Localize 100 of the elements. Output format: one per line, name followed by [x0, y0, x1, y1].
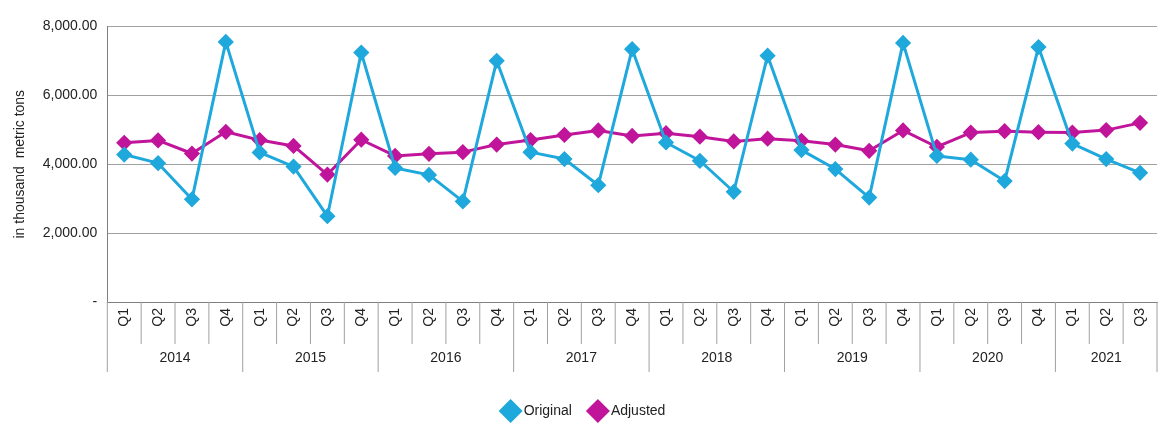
- point: [116, 147, 132, 163]
- point: [624, 41, 640, 57]
- point: [353, 45, 369, 61]
- point: [590, 122, 606, 138]
- legend-label: Original: [523, 401, 572, 418]
- point: [1030, 39, 1046, 55]
- x-tick-label: Q4: [352, 307, 369, 327]
- x-tick-label: Q1: [792, 307, 809, 327]
- point: [218, 124, 234, 140]
- y-tick-label: 4,000.00: [42, 155, 98, 172]
- point: [658, 135, 674, 150]
- point: [184, 146, 200, 162]
- x-tick-label: Q4: [623, 307, 640, 327]
- point: [963, 152, 979, 168]
- point: [827, 137, 843, 153]
- point: [624, 128, 640, 144]
- y-axis-title: in thousand metric tons: [11, 89, 28, 239]
- x-tick-label: Q2: [555, 307, 572, 327]
- text: 2021: [1090, 348, 1122, 365]
- point: [421, 146, 437, 162]
- point: [861, 190, 877, 206]
- point: [252, 144, 268, 160]
- point: [692, 153, 708, 169]
- point: [1030, 124, 1046, 140]
- point: [556, 127, 572, 143]
- point: [1132, 165, 1148, 181]
- x-tick-label: Q2: [690, 307, 707, 327]
- x-tick-label: Q3: [724, 307, 741, 327]
- point: [590, 177, 606, 193]
- x-tick-label: Q3: [453, 307, 470, 327]
- x-tick-label: Q1: [656, 307, 673, 327]
- point: [895, 122, 911, 138]
- y-tick-label: 2,000.00: [42, 223, 98, 240]
- point: [895, 35, 911, 51]
- point: [793, 142, 809, 158]
- text: 2014: [159, 348, 191, 365]
- x-tick-label: Q1: [115, 307, 132, 327]
- x-tick-label: Q1: [521, 307, 538, 327]
- x-tick-label: Q2: [419, 307, 436, 327]
- x-tick-label: Q1: [250, 307, 267, 327]
- x-tick-label: Q3: [995, 307, 1012, 327]
- x-tick-label: Q2: [284, 307, 301, 327]
- text: 2018: [701, 348, 733, 365]
- point: [997, 173, 1013, 189]
- point: [150, 155, 166, 171]
- x-tick-label: Q1: [1063, 307, 1080, 327]
- x-tick-label: Q4: [216, 307, 233, 327]
- x-tick-label: Q4: [758, 307, 775, 327]
- x-tick-label: Q4: [1029, 307, 1046, 327]
- x-tick-label: Q4: [487, 307, 504, 327]
- x-tick-label: Q3: [1130, 307, 1147, 327]
- point: [726, 133, 742, 149]
- point: [116, 135, 132, 151]
- point: [184, 191, 200, 207]
- point: [1132, 115, 1148, 131]
- x-tick-label: Q1: [927, 307, 944, 327]
- point: [218, 34, 234, 50]
- point: [286, 159, 302, 175]
- y-tick-label: 6,000.00: [42, 86, 98, 103]
- point: [861, 143, 877, 159]
- point: [556, 151, 572, 167]
- point: [150, 132, 166, 148]
- point: [421, 167, 437, 183]
- point: [353, 132, 369, 148]
- point: [929, 148, 945, 164]
- text: 2019: [836, 348, 869, 365]
- point: [387, 160, 403, 176]
- point: [455, 144, 471, 160]
- x-tick-label: Q4: [893, 307, 910, 327]
- text: 2020: [972, 348, 1004, 365]
- text: 2016: [430, 348, 462, 365]
- point: [997, 123, 1013, 139]
- x-tick-label: Q3: [318, 307, 335, 327]
- x-tick-label: Q3: [860, 307, 877, 327]
- text: 2017: [565, 348, 598, 365]
- x-tick-label: Q2: [148, 307, 165, 327]
- point: [827, 161, 843, 177]
- y-tick-label: -: [92, 292, 98, 309]
- point: [1064, 136, 1080, 152]
- point: [489, 53, 505, 69]
- point: [319, 167, 335, 183]
- x-tick-label: Q1: [385, 307, 402, 327]
- point: [1098, 122, 1114, 138]
- point: [489, 137, 505, 153]
- x-tick-label: Q2: [1097, 307, 1114, 327]
- point: [726, 184, 742, 200]
- x-tick-label: Q3: [182, 307, 199, 327]
- text: 2015: [294, 348, 327, 365]
- x-tick-label: Q2: [961, 307, 978, 327]
- point: [760, 131, 776, 147]
- legend-label: Adjusted: [610, 401, 666, 418]
- point: [692, 129, 708, 145]
- x-tick-label: Q2: [826, 307, 843, 327]
- point: [1098, 151, 1114, 167]
- point: [455, 193, 471, 209]
- point: [319, 208, 335, 224]
- point: [760, 48, 776, 64]
- point: [286, 138, 302, 154]
- y-tick-label: 8,000.00: [42, 17, 98, 34]
- point: [963, 125, 979, 141]
